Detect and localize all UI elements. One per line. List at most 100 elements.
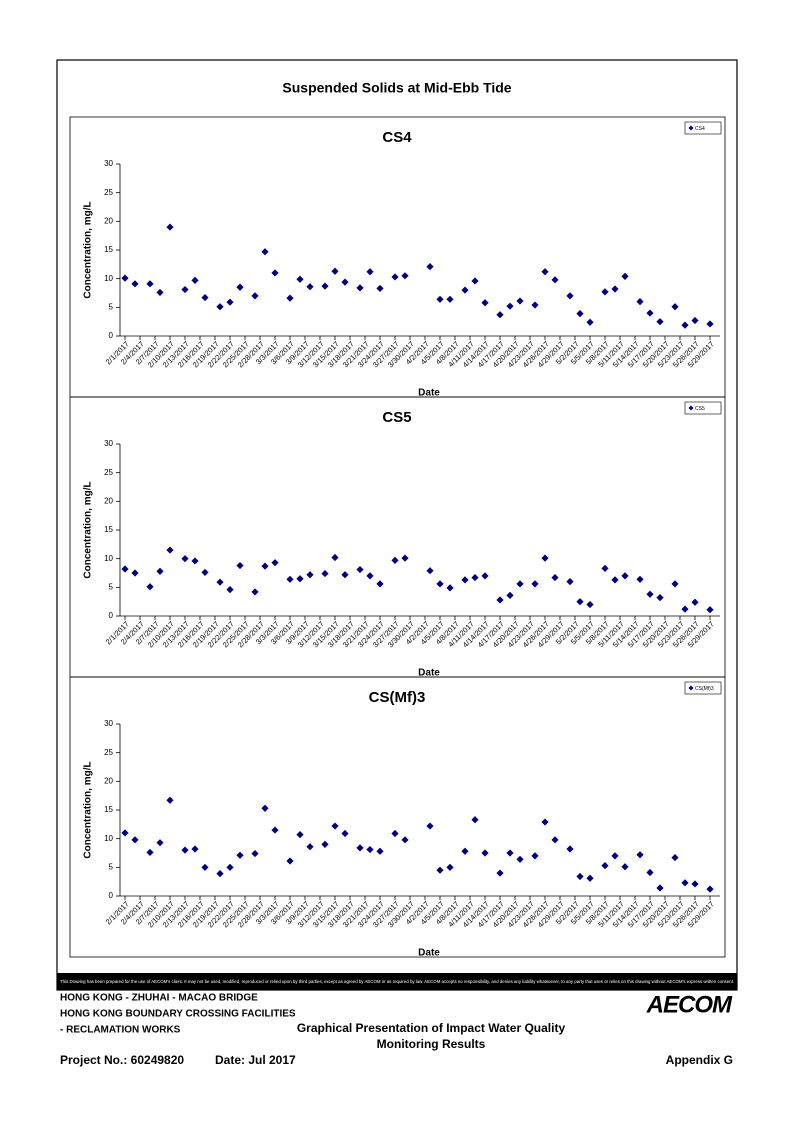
- data-point: [131, 836, 139, 844]
- legend-label: CS5: [695, 406, 705, 412]
- data-point: [506, 849, 514, 857]
- data-point: [461, 576, 469, 584]
- x-axis-label: Date: [418, 668, 440, 679]
- data-point: [366, 268, 374, 276]
- y-tick-label: 25: [104, 748, 113, 757]
- data-point: [146, 848, 154, 857]
- y-tick-label: 15: [104, 525, 113, 534]
- data-point: [516, 580, 524, 588]
- data-point: [656, 318, 664, 326]
- data-point: [601, 288, 609, 296]
- data-point: [551, 276, 559, 284]
- data-point: [226, 298, 234, 306]
- data-point: [376, 580, 384, 588]
- data-point: [331, 553, 339, 562]
- data-point: [341, 278, 349, 286]
- data-point: [366, 845, 374, 854]
- data-point: [391, 829, 399, 838]
- y-tick-label: 30: [104, 719, 113, 728]
- data-point: [166, 796, 174, 804]
- data-point: [216, 578, 224, 586]
- data-point: [391, 556, 399, 564]
- data-point: [401, 836, 409, 844]
- data-point: [236, 851, 244, 859]
- y-tick-label: 0: [109, 891, 114, 900]
- data-point: [531, 301, 539, 309]
- data-point: [461, 286, 469, 294]
- data-point: [611, 852, 619, 860]
- y-tick-label: 15: [104, 805, 113, 814]
- data-point: [131, 569, 139, 577]
- data-point: [706, 320, 714, 328]
- x-axis-label: Date: [418, 388, 440, 399]
- data-point: [646, 309, 654, 317]
- data-point: [496, 311, 504, 319]
- data-point: [306, 283, 314, 291]
- data-point: [566, 845, 574, 853]
- data-point: [671, 580, 679, 588]
- data-point: [636, 851, 644, 859]
- y-tick-label: 5: [109, 862, 114, 871]
- legend-box: [684, 681, 722, 695]
- footer-center: Graphical Presentation of Impact Water Q…: [297, 1021, 566, 1035]
- data-point: [341, 571, 349, 579]
- data-point: [681, 605, 689, 613]
- y-axis-label: Concentration, mg/L: [83, 201, 94, 298]
- data-point: [496, 596, 504, 604]
- data-point: [691, 880, 699, 888]
- data-point: [226, 586, 234, 594]
- data-point: [261, 562, 269, 570]
- frame: [56, 59, 738, 991]
- y-tick-label: 30: [104, 439, 113, 448]
- footer-left: HONG KONG BOUNDARY CROSSING FACILITIES: [60, 1009, 296, 1020]
- data-point: [401, 272, 409, 280]
- data-point: [376, 847, 384, 855]
- data-point: [296, 831, 304, 839]
- data-point: [681, 321, 689, 329]
- data-point: [376, 284, 384, 293]
- y-tick-label: 25: [104, 188, 113, 197]
- data-point: [331, 822, 339, 830]
- y-tick-label: 0: [109, 331, 114, 340]
- data-point: [321, 282, 329, 290]
- project-no: Project No.: 60249820: [60, 1053, 184, 1067]
- data-point: [531, 852, 539, 860]
- y-tick-label: 5: [109, 302, 114, 311]
- data-point: [671, 303, 679, 311]
- data-point: [216, 303, 224, 311]
- data-point: [356, 565, 364, 574]
- data-point: [471, 573, 479, 582]
- data-point: [261, 804, 269, 812]
- legend-marker: [688, 685, 694, 691]
- footer-center: Monitoring Results: [377, 1037, 486, 1051]
- data-point: [156, 288, 164, 297]
- data-point: [426, 263, 434, 271]
- data-point: [506, 591, 514, 599]
- data-point: [286, 857, 294, 865]
- data-point: [271, 826, 279, 834]
- data-point: [481, 299, 489, 307]
- y-tick-label: 20: [104, 216, 113, 225]
- data-point: [146, 280, 154, 288]
- data-point: [566, 292, 574, 300]
- date: Date: Jul 2017: [215, 1053, 296, 1067]
- chart-title: CS5: [382, 409, 411, 426]
- data-point: [621, 572, 629, 580]
- data-point: [601, 862, 609, 870]
- y-tick-label: 10: [104, 834, 113, 843]
- data-point: [496, 869, 504, 877]
- data-point: [426, 567, 434, 575]
- data-point: [671, 853, 679, 862]
- legend-box: [684, 121, 722, 135]
- data-point: [481, 572, 489, 580]
- data-point: [551, 573, 559, 582]
- data-point: [426, 822, 434, 830]
- data-point: [236, 283, 244, 291]
- y-tick-label: 25: [104, 468, 113, 477]
- footer-left: - RECLAMATION WORKS: [60, 1025, 181, 1036]
- data-point: [646, 590, 654, 598]
- data-point: [146, 583, 154, 591]
- y-axis-label: Concentration, mg/L: [83, 761, 94, 858]
- data-point: [706, 606, 714, 614]
